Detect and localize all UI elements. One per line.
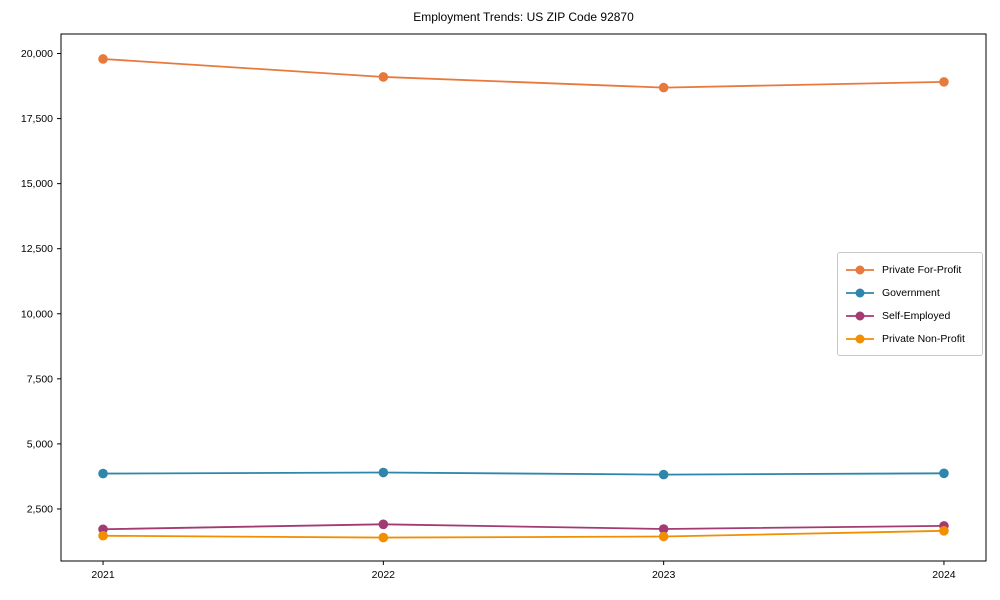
- data-point-marker: [98, 530, 108, 541]
- series-line: [103, 523, 944, 531]
- y-tick-label: 20,000: [21, 48, 53, 60]
- legend-item-private-non-profit: Private Non-Profit: [845, 327, 974, 350]
- series-line: [102, 58, 944, 89]
- data-point-marker: [658, 82, 669, 93]
- y-tick-label: 2,500: [27, 503, 53, 515]
- y-tick-label: 17,500: [21, 113, 53, 125]
- y-tick-label: 5,000: [27, 438, 53, 450]
- data-point-marker: [98, 54, 108, 64]
- y-tick-label: 7,500: [27, 373, 53, 385]
- legend-line-marker-icon: [846, 288, 874, 297]
- legend-label: Private For-Profit: [882, 263, 962, 276]
- data-point-marker: [939, 468, 949, 479]
- series-line: [103, 471, 944, 476]
- legend-label: Self-Employed: [882, 309, 951, 322]
- legend-line-marker-icon: [846, 311, 874, 320]
- data-point-marker: [378, 532, 389, 543]
- data-point-marker: [658, 524, 669, 534]
- legend-item-private-for-profit: Private For-Profit: [845, 258, 974, 281]
- series-line: [103, 529, 944, 539]
- legend: Private For-Profit Government Self-Emplo…: [837, 252, 983, 356]
- legend-label: Government: [882, 286, 940, 299]
- data-point-marker: [378, 467, 389, 478]
- y-tick-label: 10,000: [21, 308, 53, 320]
- x-tick-label: 2022: [372, 569, 396, 581]
- data-point-marker: [98, 468, 108, 479]
- y-tick-label: 15,000: [21, 178, 53, 190]
- legend-item-self-employed: Self-Employed: [845, 304, 974, 327]
- data-point-marker: [658, 531, 669, 542]
- legend-line-marker-icon: [846, 265, 874, 274]
- data-point-marker: [939, 526, 949, 536]
- legend-line-marker-icon: [846, 334, 874, 343]
- x-tick-label: 2024: [932, 569, 956, 581]
- x-tick-label: 2021: [91, 569, 115, 581]
- data-point-marker: [939, 77, 949, 87]
- data-point-marker: [378, 72, 389, 82]
- legend-item-government: Government: [845, 281, 974, 304]
- chart-title: Employment Trends: US ZIP Code 92870: [413, 10, 634, 24]
- legend-label: Private Non-Profit: [882, 332, 965, 345]
- data-point-marker: [378, 519, 389, 530]
- plot-border: [60, 33, 987, 562]
- data-point-marker: [658, 469, 669, 480]
- y-tick-label: 12,500: [21, 243, 53, 255]
- x-tick-label: 2023: [652, 569, 676, 581]
